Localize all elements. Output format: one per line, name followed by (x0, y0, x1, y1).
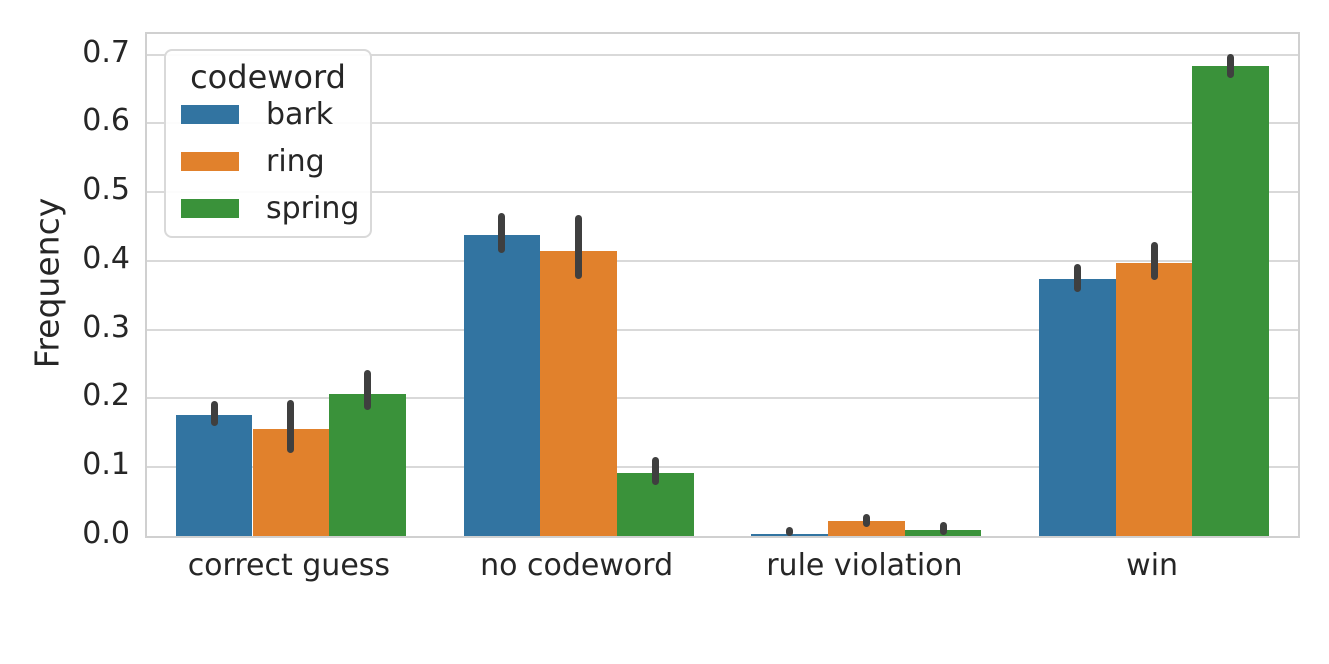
gridline (147, 397, 1298, 400)
legend-swatch-ring (181, 152, 239, 171)
error-bar-spring (1227, 53, 1235, 78)
bar-ring (540, 250, 617, 536)
bar-spring (329, 393, 406, 536)
y-tick-label: 0.4 (82, 240, 130, 276)
bar-ring (1115, 262, 1193, 536)
error-bar-ring (287, 399, 295, 454)
x-tick-label: correct guess (187, 548, 391, 583)
x-tick-label: win (1126, 548, 1179, 583)
y-tick-label: 0.6 (82, 103, 130, 139)
y-tick-label: 0.2 (82, 378, 130, 414)
y-tick-label: 0.1 (82, 447, 130, 483)
error-bar-bark (498, 212, 506, 254)
y-tick-label: 0.5 (82, 172, 130, 208)
error-bar-ring (575, 214, 583, 279)
bar-spring (1192, 66, 1270, 536)
error-bar-ring (1150, 242, 1158, 281)
bar-bark (463, 235, 541, 536)
bar-bark (1039, 278, 1116, 536)
plot-area: codeword bark ring spring (145, 32, 1300, 538)
bar-bark (175, 414, 253, 536)
y-tick-label: 0.7 (82, 34, 130, 70)
legend-label: ring (266, 144, 325, 179)
error-bar-bark (1073, 263, 1081, 292)
legend-item-ring: ring (166, 142, 370, 182)
legend-item-bark: bark (166, 95, 370, 135)
x-tick-label: rule violation (766, 548, 963, 583)
gridline (147, 466, 1298, 469)
error-bar-spring (651, 456, 659, 486)
error-bar-spring (364, 369, 372, 411)
legend-label: bark (266, 97, 334, 132)
legend-item-spring: spring (166, 189, 370, 229)
legend: codeword bark ring spring (164, 49, 372, 238)
y-tick-label: 0.0 (82, 516, 130, 551)
gridline (147, 259, 1298, 262)
error-bar-ring (862, 513, 870, 528)
legend-swatch-spring (181, 199, 239, 218)
gridline (147, 122, 1298, 125)
error-bar-spring (939, 522, 947, 535)
y-tick-label: 0.3 (82, 309, 130, 345)
x-tick-label: no codeword (480, 548, 674, 583)
legend-label: spring (266, 191, 360, 226)
legend-swatch-bark (181, 105, 239, 124)
error-bar-bark (786, 527, 794, 536)
bar-ring (828, 520, 905, 536)
gridline (147, 53, 1298, 56)
gridline (147, 191, 1298, 194)
error-bar-bark (210, 401, 218, 426)
gridline (147, 328, 1298, 331)
legend-title: codeword (190, 58, 346, 96)
